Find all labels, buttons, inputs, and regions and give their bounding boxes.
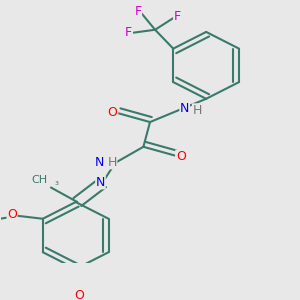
Text: F: F	[125, 26, 132, 39]
Text: ₃: ₃	[54, 177, 58, 187]
Text: N: N	[95, 156, 104, 169]
Text: N: N	[96, 176, 105, 189]
Text: CH: CH	[32, 175, 48, 184]
Text: H: H	[193, 104, 202, 117]
Text: O: O	[75, 290, 85, 300]
Text: F: F	[134, 5, 142, 18]
Text: F: F	[174, 10, 181, 23]
Text: O: O	[176, 150, 186, 163]
Text: H: H	[107, 156, 117, 169]
Text: O: O	[108, 106, 118, 119]
Text: N: N	[180, 103, 189, 116]
Text: O: O	[7, 208, 17, 221]
